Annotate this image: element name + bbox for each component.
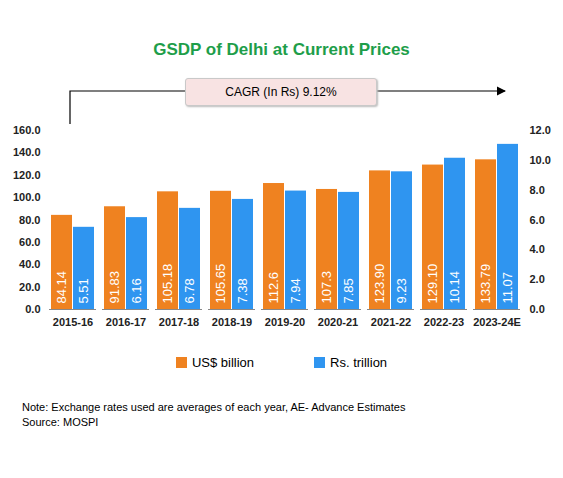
html-text:Source: MOSPI: Source: MOSPI: [22, 416, 99, 428]
svg-text:11.07: 11.07: [500, 272, 515, 304]
svg-text:0.0: 0.0: [25, 303, 40, 315]
svg-text:105.65: 105.65: [213, 264, 228, 304]
svg-text:40.0: 40.0: [19, 258, 40, 270]
svg-text:6.16: 6.16: [129, 278, 144, 303]
svg-text:2015-16: 2015-16: [53, 316, 93, 328]
svg-text:10.14: 10.14: [447, 271, 462, 304]
svg-text:80.0: 80.0: [19, 214, 40, 226]
html-text:US$ billion: US$ billion: [191, 355, 254, 370]
svg-text:91.83: 91.83: [107, 271, 122, 304]
html-text:GSDP of Delhi at Current Price: GSDP of Delhi at Current Prices: [153, 40, 410, 59]
svg-text:20.0: 20.0: [19, 281, 40, 293]
svg-text:2020-21: 2020-21: [318, 316, 358, 328]
svg-text:8.0: 8.0: [530, 184, 545, 196]
svg-text:7.94: 7.94: [288, 278, 303, 303]
svg-text:2016-17: 2016-17: [106, 316, 146, 328]
svg-text:160.0: 160.0: [13, 124, 41, 136]
svg-text:7.85: 7.85: [341, 278, 356, 303]
svg-text:133.79: 133.79: [478, 264, 493, 304]
svg-text:123.90: 123.90: [372, 264, 387, 304]
html-text:Note: Exchange rates used are: Note: Exchange rates used are averages o…: [22, 401, 406, 413]
svg-text:2019-20: 2019-20: [265, 316, 305, 328]
svg-text:2.0: 2.0: [530, 273, 545, 285]
svg-text:10.0: 10.0: [530, 154, 551, 166]
svg-text:84.14: 84.14: [54, 271, 69, 304]
svg-text:6.0: 6.0: [530, 214, 545, 226]
svg-text:2023-24E: 2023-24E: [473, 316, 521, 328]
svg-text:60.0: 60.0: [19, 236, 40, 248]
svg-text:2022-23: 2022-23: [424, 316, 464, 328]
svg-text:105.18: 105.18: [160, 264, 175, 304]
svg-text:140.0: 140.0: [13, 146, 41, 158]
svg-text:107.3: 107.3: [319, 271, 334, 304]
svg-text:7.38: 7.38: [235, 278, 250, 303]
svg-text:129.10: 129.10: [425, 264, 440, 304]
svg-text:2017-18: 2017-18: [159, 316, 199, 328]
svg-text:4.0: 4.0: [530, 243, 545, 255]
svg-text:5.51: 5.51: [76, 278, 91, 303]
html-text:Rs. trillion: Rs. trillion: [330, 355, 388, 370]
svg-text:6.78: 6.78: [182, 278, 197, 303]
svg-text:0.0: 0.0: [530, 303, 545, 315]
svg-text:2018-19: 2018-19: [212, 316, 252, 328]
svg-text:2021-22: 2021-22: [371, 316, 411, 328]
svg-text:112.6: 112.6: [266, 272, 281, 304]
html-text:CAGR (In Rs) 9.12%: CAGR (In Rs) 9.12%: [225, 85, 337, 99]
svg-text:9.23: 9.23: [394, 278, 409, 303]
svg-text:120.0: 120.0: [13, 169, 41, 181]
svg-text:12.0: 12.0: [530, 124, 551, 136]
svg-text:100.0: 100.0: [13, 191, 41, 203]
